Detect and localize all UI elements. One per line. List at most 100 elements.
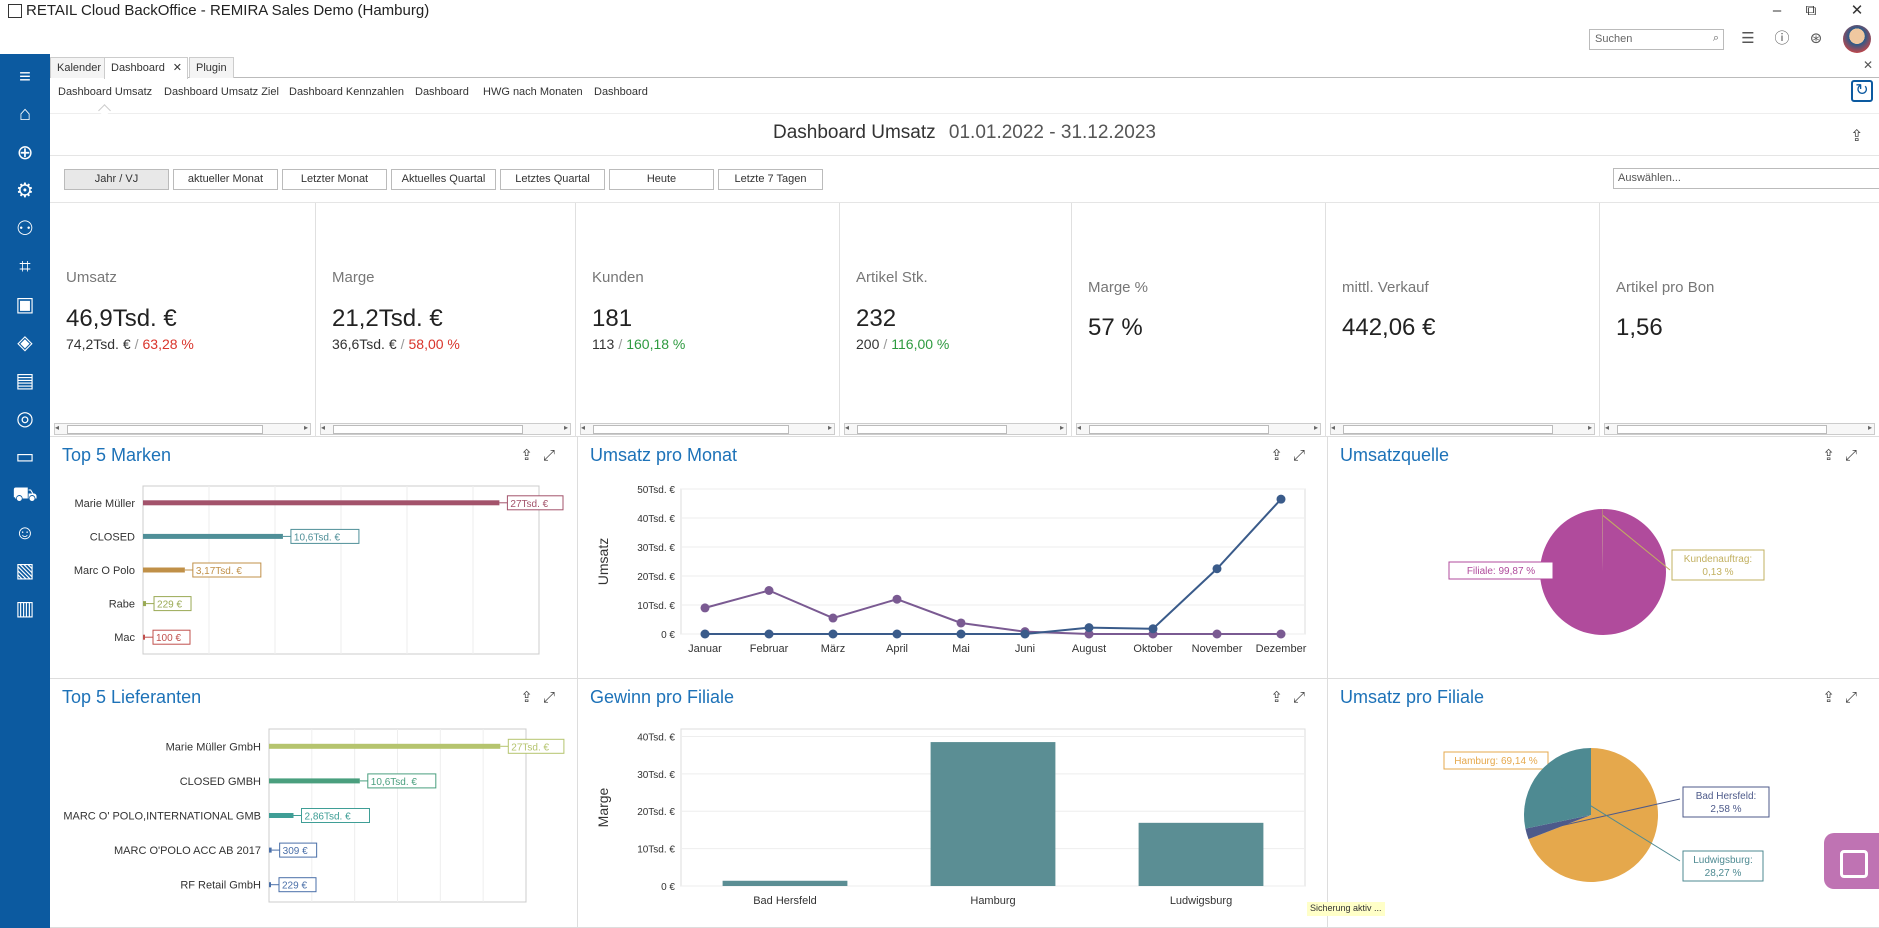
- export-icon[interactable]: ⇪: [1270, 447, 1293, 464]
- kpi-pct: 160,18 %: [626, 336, 686, 352]
- y-tick-label: 40Tsd. €: [637, 514, 675, 525]
- panel-title: Umsatz pro Filiale: [1340, 687, 1485, 707]
- export-icon[interactable]: ⇪: [1822, 689, 1845, 706]
- export-icon[interactable]: ⇪: [1822, 447, 1845, 464]
- kpi-marge: Marge 21,2Tsd. € 36,6Tsd. €/58,00 % ◂ ▸: [316, 203, 576, 437]
- filter-heute-button[interactable]: Heute: [609, 169, 714, 190]
- expand-icon[interactable]: ⤢: [1844, 689, 1867, 706]
- subtab-hwg-nach-monaten[interactable]: HWG nach Monaten: [483, 86, 583, 98]
- x-tick-label: Ludwigsburg: [1170, 895, 1232, 907]
- data-point: [1084, 629, 1094, 639]
- date-range: 01.01.2022 - 31.12.2023: [948, 122, 1156, 143]
- data-label-box: [507, 738, 565, 754]
- subtab-dashboard-umsatz[interactable]: Dashboard Umsatz: [58, 86, 153, 98]
- gear-icon[interactable]: ⚙: [16, 180, 34, 202]
- filter-letztes-quartal-button[interactable]: Letztes Quartal: [500, 169, 605, 190]
- menu-icon[interactable]: ≡: [19, 66, 31, 88]
- data-label: 309 €: [283, 846, 308, 857]
- category-label: RF Retail GmbH: [180, 880, 261, 892]
- close-button[interactable]: ✕: [1850, 2, 1864, 19]
- compass-icon[interactable]: ⊕: [16, 142, 34, 164]
- search-icon[interactable]: ⌕: [1712, 32, 1719, 44]
- kpi-scrollbar[interactable]: ◂ ▸: [1604, 423, 1875, 435]
- data-label-box: [1671, 549, 1765, 581]
- export-icon[interactable]: ⇪: [1850, 128, 1864, 145]
- tag-icon[interactable]: ⌗: [19, 256, 31, 278]
- panel-top5-marken: Top 5 Marken ⇪⤢ Marie Müller 27Tsd. € CLOS…: [50, 437, 578, 679]
- tab-close-icon[interactable]: ✕: [172, 62, 182, 74]
- filter-aktueller-monat-button[interactable]: aktueller Monat: [173, 169, 278, 190]
- filter-letzte-7-tagen-button[interactable]: Letzte 7 Tagen: [718, 169, 823, 190]
- filter-jahr-vj-button[interactable]: Jahr / VJ: [64, 169, 169, 190]
- chart-board-icon[interactable]: ▤: [15, 370, 35, 392]
- tab-kalender[interactable]: Kalender: [50, 57, 109, 78]
- expand-icon[interactable]: ⤢: [1292, 447, 1315, 464]
- kpi-scrollbar[interactable]: ◂ ▸: [320, 423, 571, 435]
- home-icon[interactable]: ⌂: [18, 103, 32, 125]
- search-input[interactable]: Suchen ⌕: [1589, 29, 1724, 50]
- data-point: [956, 629, 966, 639]
- export-icon[interactable]: ⇪: [520, 689, 543, 706]
- expand-icon[interactable]: ⤢: [1292, 689, 1315, 706]
- title-bar: RETAIL Cloud BackOffice - REMIRA Sales D…: [0, 0, 1879, 24]
- subtab-dashboard-2[interactable]: Dashboard: [594, 86, 648, 98]
- panel-tools: ⇪⤢: [1822, 688, 1867, 706]
- avatar[interactable]: [1843, 25, 1871, 53]
- expand-icon[interactable]: ⤢: [542, 447, 565, 464]
- expand-icon[interactable]: ⤢: [542, 689, 565, 706]
- maximize-button[interactable]: ⧉: [1805, 2, 1817, 19]
- people-icon[interactable]: ☺: [14, 522, 36, 544]
- kpi-label: Marge %: [1088, 279, 1149, 296]
- data-point: [700, 629, 710, 639]
- kpi-scrollbar[interactable]: ◂ ▸: [54, 423, 311, 435]
- kpi-scrollbar[interactable]: ◂ ▸: [1330, 423, 1595, 435]
- info-icon[interactable]: ⓘ: [1774, 30, 1790, 47]
- chart-umsatzquelle: Filiale: 99,87 % Kundenauftrag: 0,13 %: [1448, 509, 1765, 635]
- minimize-button[interactable]: –: [1772, 2, 1782, 19]
- bar: [269, 847, 272, 853]
- archive-icon[interactable]: ▭: [15, 446, 35, 468]
- bar: [722, 880, 848, 886]
- filter-list-icon[interactable]: ☰: [1741, 30, 1755, 47]
- filter-letzter-monat-button[interactable]: Letzter Monat: [282, 169, 387, 190]
- selection-dropdown[interactable]: Auswählen... ▼: [1613, 168, 1879, 189]
- category-label: Marie Müller: [74, 498, 135, 510]
- export-icon[interactable]: ⇪: [1270, 689, 1293, 706]
- panel-top5-lieferanten: Top 5 Lieferanten ⇪⤢ Marie Müller GmbH 27…: [50, 679, 578, 928]
- bar: [930, 742, 1056, 886]
- kpi-value: 46,9Tsd. €: [66, 305, 177, 332]
- x-tick-label: Oktober: [1133, 643, 1172, 655]
- floating-panel-button[interactable]: [1824, 833, 1879, 889]
- expand-icon[interactable]: ⤢: [1844, 447, 1867, 464]
- subtab-dashboard[interactable]: Dashboard: [415, 86, 469, 98]
- y-tick-label: 20Tsd. €: [637, 572, 675, 583]
- export-icon[interactable]: ⇪: [520, 447, 543, 464]
- kpi-scrollbar[interactable]: ◂ ▸: [844, 423, 1067, 435]
- delivery-icon[interactable]: ⛟: [12, 484, 38, 506]
- kpi-scrollbar[interactable]: ◂ ▸: [580, 423, 835, 435]
- help-icon[interactable]: ⊛: [1809, 30, 1823, 47]
- kpi-comparison: 200/116,00 %: [856, 336, 950, 352]
- close-panel-icon[interactable]: ✕: [1862, 58, 1873, 72]
- search-placeholder: Suchen: [1595, 33, 1633, 45]
- tab-plugin[interactable]: Plugin: [189, 57, 234, 78]
- layers-icon[interactable]: ◈: [17, 332, 33, 354]
- refresh-icon[interactable]: ↻: [1851, 80, 1873, 102]
- kpi-value: 57 %: [1088, 314, 1143, 341]
- subtab-dashboard-umsatz-ziel[interactable]: Dashboard Umsatz Ziel: [164, 86, 279, 98]
- category-label: Marc O Polo: [74, 565, 135, 577]
- kpi-scrollbar[interactable]: ◂ ▸: [1076, 423, 1321, 435]
- presentation-icon[interactable]: ▥: [15, 598, 35, 620]
- tab-dashboard[interactable]: Dashboard ✕: [104, 57, 188, 79]
- panel-umsatz-pro-filiale: Umsatz pro Filiale ⇪⤢ Hamburg: 69,14 % Ba…: [1328, 679, 1879, 928]
- users-group-icon[interactable]: ⚇: [16, 218, 34, 240]
- filter-aktuelles-quartal-button[interactable]: Aktuelles Quartal: [391, 169, 496, 190]
- pie-slice: [1524, 748, 1591, 829]
- subtab-dashboard-kennzahlen[interactable]: Dashboard Kennzahlen: [289, 86, 404, 98]
- data-point: [764, 629, 774, 639]
- y-tick-label: 10Tsd. €: [637, 601, 675, 612]
- box-hand-icon[interactable]: ▧: [15, 560, 35, 582]
- data-point: [892, 629, 902, 639]
- cycle-icon[interactable]: ◎: [16, 408, 34, 430]
- register-icon[interactable]: ▣: [15, 294, 35, 316]
